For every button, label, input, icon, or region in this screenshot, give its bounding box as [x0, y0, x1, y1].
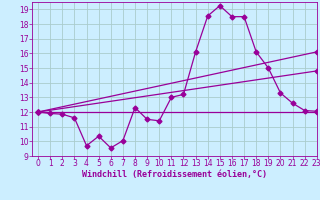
X-axis label: Windchill (Refroidissement éolien,°C): Windchill (Refroidissement éolien,°C)	[82, 170, 267, 179]
